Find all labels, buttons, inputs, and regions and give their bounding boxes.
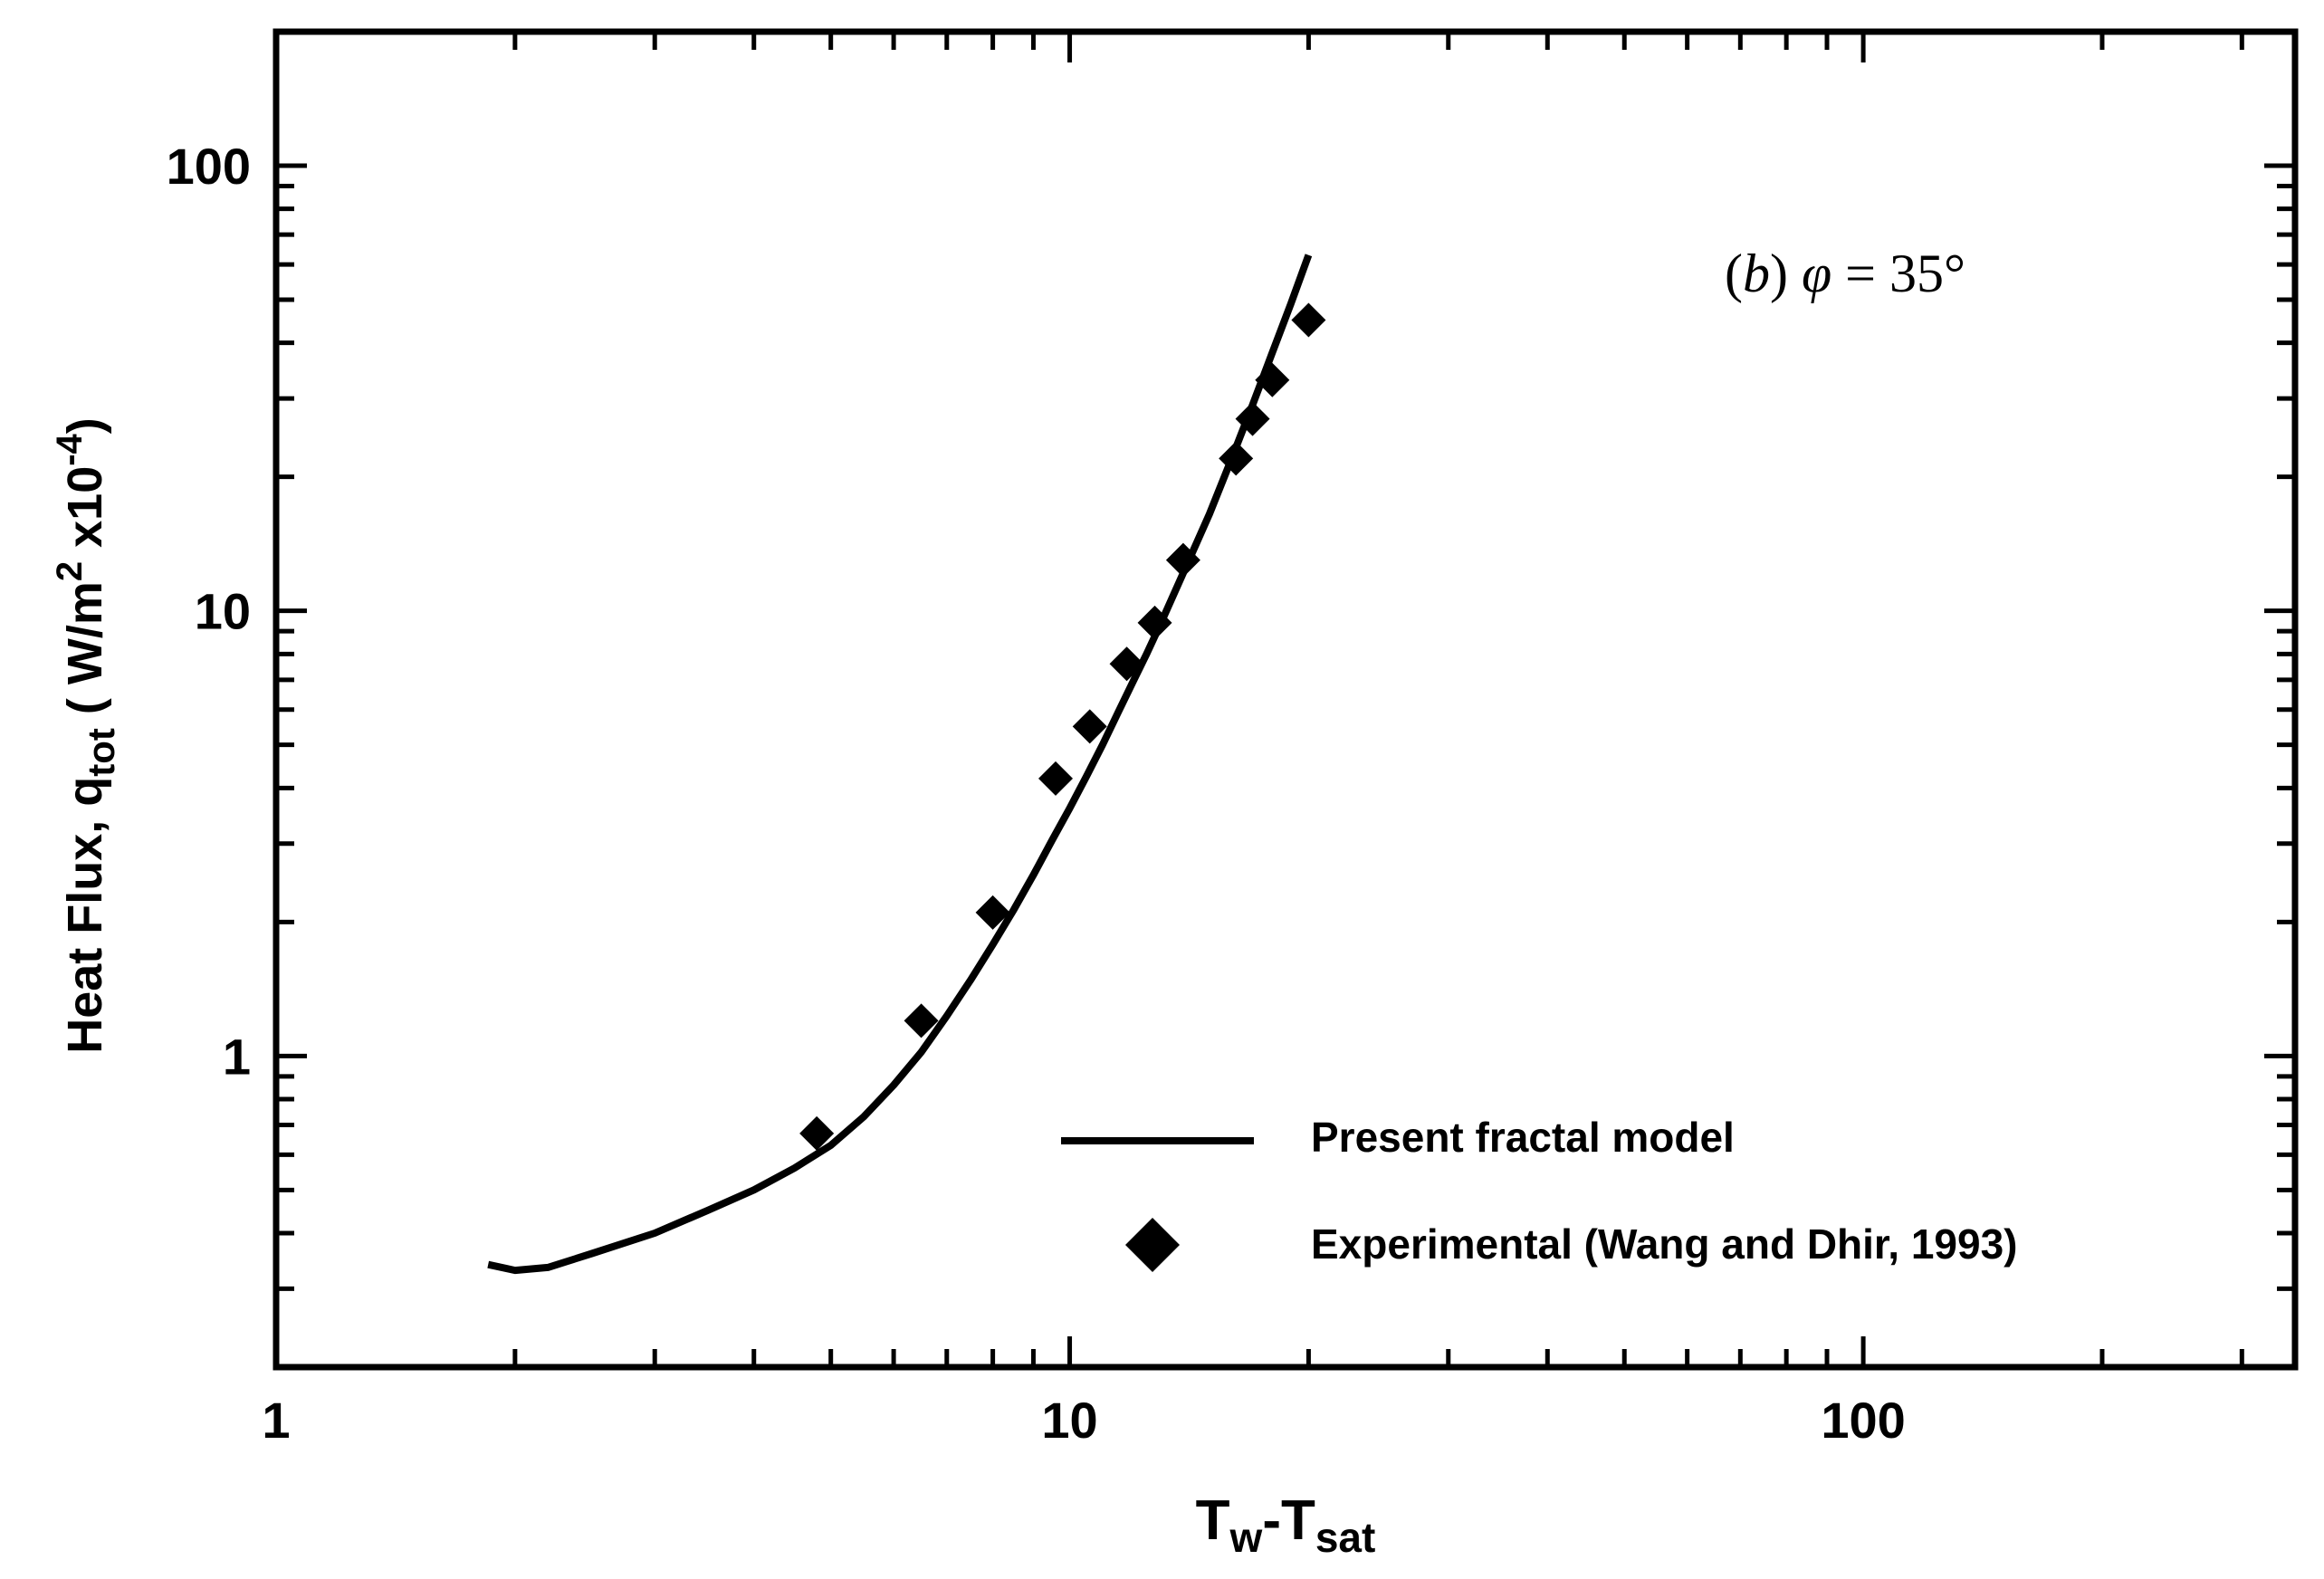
data-point-experimental [1219,441,1254,476]
data-point-experimental [1109,646,1144,682]
data-point-experimental [1165,542,1200,578]
data-point-experimental [1255,362,1290,397]
x-tick-label: 10 [1041,1392,1097,1449]
y-tick-label: 1 [223,1028,251,1085]
panel-annotation: (b) φ = 35° [1725,244,1965,303]
plot-frame [273,28,2299,1371]
tick-labels: 1 10 100 1 10 100 [167,138,1906,1449]
data-point-experimental [1137,605,1172,640]
y-tick-label: 10 [195,583,251,640]
series-line-model [487,254,1313,1275]
legend-label-experimental: Experimental (Wang and Dhir, 1993) [1311,1220,2018,1268]
legend-diamond-swatch [1125,1218,1180,1272]
data-point-experimental [904,1003,939,1038]
y-tick-label: 100 [167,138,251,195]
data-point-experimental [1235,401,1270,436]
plot-marks [487,254,1326,1275]
data-point-experimental [975,895,1010,930]
legend: Present fractal model Experimental (Wang… [1061,1114,2018,1272]
data-point-experimental [1072,709,1107,744]
data-point-experimental [1038,761,1074,796]
y-axis-label: Heat Flux, qtot ( W/m2 x10-4) [50,417,122,1054]
axis-ticks [273,29,2295,1370]
legend-label-model: Present fractal model [1311,1114,1735,1161]
data-point-experimental [799,1115,835,1151]
data-point-experimental [1291,302,1326,338]
x-tick-label: 100 [1821,1392,1905,1449]
x-axis-label: Tw-Tsat [1196,1489,1376,1561]
x-tick-label: 1 [262,1392,290,1449]
